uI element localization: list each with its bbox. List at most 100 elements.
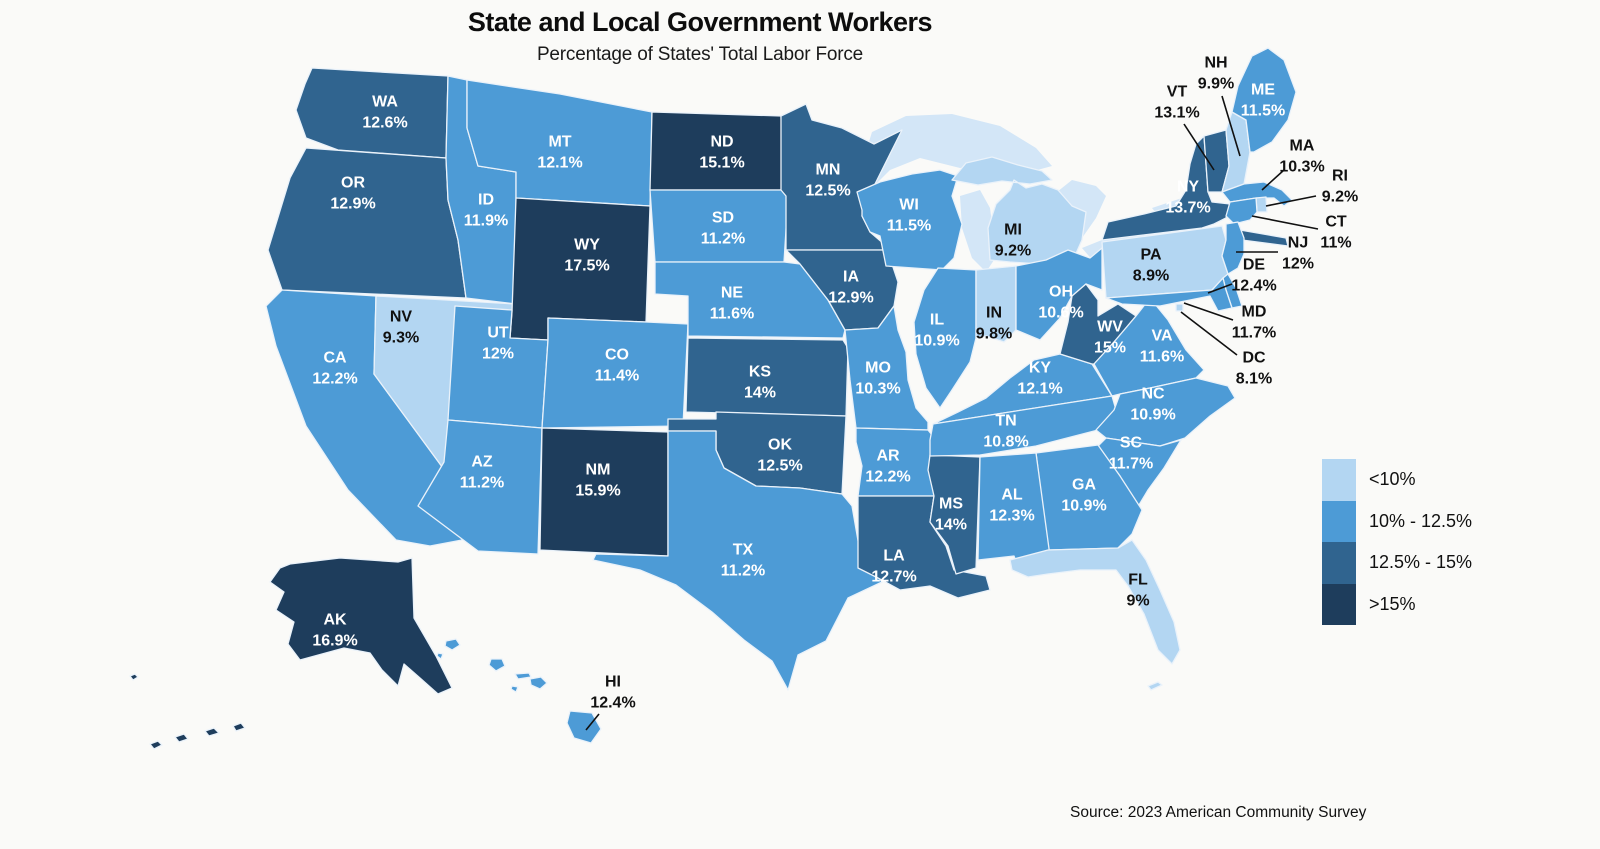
legend-label-10-125: 10% - 12.5%	[1369, 510, 1473, 531]
state-label-TX-value: 11.2%	[721, 563, 765, 580]
legend-row: 10% - 12.5%	[1322, 500, 1473, 542]
state-label-TN-value: 10.8%	[983, 434, 1028, 451]
legend-swatch-10-125	[1322, 500, 1356, 542]
state-label-DC-code: DC	[1242, 350, 1266, 367]
state-label-RI-code: RI	[1332, 168, 1348, 185]
legend-label-gt15: >15%	[1369, 593, 1416, 614]
state-label-SC-value: 11.7%	[1109, 456, 1153, 473]
state-label-OK-code: OK	[768, 437, 792, 454]
state-label-IA-code: IA	[843, 269, 859, 286]
legend-swatch-125-15	[1322, 542, 1356, 584]
leader-line-DC	[1180, 311, 1238, 356]
state-label-NE-value: 11.6%	[710, 306, 754, 323]
state-label-IL-value: 10.9%	[914, 333, 959, 350]
legend-swatch-gt15	[1322, 583, 1356, 625]
state-label-AL-value: 12.3%	[989, 508, 1034, 525]
state-shape-NE	[654, 261, 846, 339]
state-label-NV-value: 9.3%	[383, 330, 419, 347]
state-label-SC-code: SC	[1120, 435, 1143, 452]
state-label-OH-value: 10.6%	[1038, 305, 1083, 322]
state-label-CO-value: 11.4%	[595, 368, 639, 385]
leader-line-RI	[1265, 195, 1317, 207]
state-label-AR-code: AR	[876, 448, 900, 465]
leader-line-HI	[585, 713, 600, 731]
state-label-MD-value: 11.7%	[1232, 325, 1276, 342]
state-label-SD-code: SD	[712, 210, 734, 227]
state-label-MN-code: MN	[816, 162, 841, 179]
state-label-HI-value: 12.4%	[590, 695, 635, 712]
state-label-NH-value: 9.9%	[1198, 76, 1234, 93]
legend-swatch-lt10	[1322, 459, 1356, 501]
state-label-GA-value: 10.9%	[1061, 498, 1106, 515]
state-label-AZ-code: AZ	[471, 454, 493, 471]
state-label-ID-code: ID	[478, 192, 494, 209]
state-label-OH-code: OH	[1049, 284, 1073, 301]
state-label-NC-value: 10.9%	[1130, 407, 1175, 424]
great-lake-shape	[864, 114, 1052, 186]
state-shape-OR	[267, 147, 467, 299]
state-label-MA-code: MA	[1290, 138, 1315, 155]
state-label-AZ-value: 11.2%	[460, 475, 504, 492]
state-shape-AK	[129, 557, 453, 750]
state-label-MO-value: 10.3%	[855, 381, 900, 398]
state-label-WY-code: WY	[574, 237, 600, 254]
state-label-NH-code: NH	[1204, 55, 1227, 72]
state-label-ID-value: 11.9%	[464, 213, 508, 230]
state-label-WA-code: WA	[372, 94, 398, 111]
state-label-DE-value: 12.4%	[1231, 278, 1276, 295]
state-label-LA-value: 12.7%	[871, 569, 916, 586]
state-shape-OH	[1015, 247, 1103, 341]
state-shape-ND	[649, 111, 785, 191]
legend-row: 12.5% - 15%	[1322, 542, 1472, 584]
state-label-IN-code: IN	[986, 305, 1002, 322]
state-label-AL-code: AL	[1001, 487, 1023, 504]
state-label-ME-value: 11.5%	[1241, 103, 1285, 120]
state-label-MT-code: MT	[548, 134, 571, 151]
state-label-OK-value: 12.5%	[757, 458, 802, 475]
state-label-WY-value: 17.5%	[564, 258, 609, 275]
state-label-KY-value: 12.1%	[1017, 381, 1062, 398]
state-label-CT-code: CT	[1325, 214, 1347, 231]
state-label-NE-code: NE	[721, 285, 744, 302]
state-shape-MO	[844, 305, 929, 431]
state-label-RI-value: 9.2%	[1322, 189, 1358, 206]
state-label-VT-code: VT	[1167, 84, 1188, 101]
legend-row: <10%	[1322, 459, 1472, 501]
legend-row: >15%	[1322, 583, 1472, 625]
leader-line-MA	[1261, 169, 1285, 191]
state-label-NC-code: NC	[1141, 386, 1165, 403]
state-label-MD-code: MD	[1242, 304, 1267, 321]
state-label-FL-code: FL	[1128, 572, 1148, 589]
state-label-NM-code: NM	[586, 462, 611, 479]
state-label-DC-value: 8.1%	[1236, 371, 1272, 388]
state-label-PA-value: 8.9%	[1133, 268, 1169, 285]
state-label-ND-code: ND	[710, 134, 733, 151]
state-label-MS-code: MS	[939, 496, 963, 513]
state-label-OR-code: OR	[341, 175, 365, 192]
state-label-NV-code: NV	[390, 309, 413, 326]
state-label-VT-value: 13.1%	[1154, 105, 1199, 122]
state-label-IL-code: IL	[930, 312, 944, 329]
great-lake-shape	[960, 190, 994, 272]
state-label-MO-code: MO	[865, 360, 891, 377]
state-label-AK-code: AK	[323, 612, 347, 629]
state-shape-CT	[1225, 197, 1258, 225]
state-label-CO-code: CO	[605, 347, 629, 364]
state-label-AK-value: 16.9%	[312, 633, 357, 650]
state-shape-RI	[1255, 196, 1268, 213]
state-label-NY-value: 13.7%	[1165, 200, 1210, 217]
state-label-OR-value: 12.9%	[330, 196, 375, 213]
leader-line-NH	[1221, 95, 1241, 157]
state-label-ND-value: 15.1%	[699, 155, 744, 172]
leader-line-DE	[1207, 283, 1233, 294]
state-label-NJ-code: NJ	[1288, 235, 1308, 252]
state-label-VA-value: 11.6%	[1140, 349, 1184, 366]
state-label-MA-value: 10.3%	[1279, 159, 1324, 176]
state-label-MI-value: 9.2%	[995, 243, 1031, 260]
state-label-WI-value: 11.5%	[887, 218, 931, 235]
state-shape-ME	[1231, 47, 1297, 153]
state-shape-DC	[1175, 303, 1184, 312]
state-label-KS-code: KS	[749, 364, 772, 381]
state-shape-HI	[436, 638, 602, 744]
